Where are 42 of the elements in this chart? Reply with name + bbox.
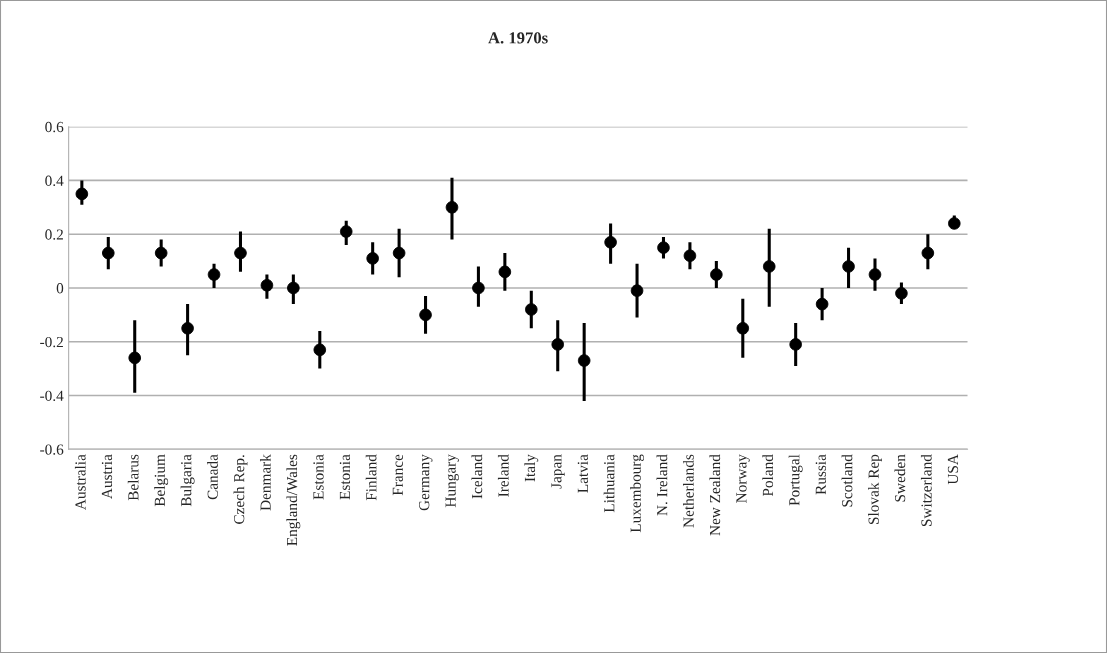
x-tick-label: Germany: [419, 454, 433, 511]
x-tick-label: England/Wales: [286, 454, 301, 546]
x-tick-label: Ireland: [497, 454, 509, 497]
x-tick-label: Hungary: [445, 454, 459, 508]
x-tick-label: Bulgaria: [180, 454, 195, 507]
x-tick-label: Poland: [762, 454, 774, 497]
x-tick-label: Norway: [736, 454, 750, 503]
x-tick-label: USA: [947, 454, 959, 485]
x-tick-label: Belgium: [154, 454, 169, 507]
x-tick-label: Russia: [815, 454, 826, 495]
x-tick-label: Scotland: [841, 454, 853, 507]
x-tick-label: Sweden: [894, 454, 906, 502]
x-tick-label: Switzerland: [920, 454, 932, 527]
x-tick-label: Estonia: [313, 454, 324, 500]
y-tick-label: 0.6: [45, 121, 64, 133]
y-tick-label: -0.6: [40, 444, 64, 455]
x-tick-label: Estonia: [339, 454, 351, 500]
x-tick-label: Italy: [524, 454, 539, 482]
x-tick-label: Australia: [74, 454, 86, 510]
x-tick-label: Luxembourg: [630, 454, 644, 533]
y-tick-label: -0.2: [40, 336, 63, 348]
x-tick-label: Iceland: [471, 454, 483, 499]
x-tick-label: Finland: [365, 454, 377, 501]
x-tick-label: Japan: [551, 454, 565, 489]
x-tick-label: France: [392, 454, 403, 496]
x-tick-label: New Zealand: [709, 454, 721, 536]
chart-title: A. 1970s: [488, 32, 548, 44]
y-tick-label: 0.2: [45, 229, 63, 240]
y-tick-label: -0.4: [40, 390, 64, 402]
x-tick-label: Czech Rep.: [233, 455, 248, 524]
x-tick-label: Canada: [207, 454, 218, 500]
x-tick-label: Netherlands: [682, 454, 694, 528]
x-tick-label: Latvia: [577, 454, 588, 493]
x-tick-label: Portugal: [788, 454, 803, 506]
x-tick-label: Austria: [101, 454, 113, 499]
x-tick-label: N. Ireland: [656, 454, 668, 516]
x-tick-label: Lithuania: [603, 454, 615, 513]
x-tick-label: Denmark: [259, 454, 271, 511]
x-tick-label: Slovak Rep: [868, 454, 882, 524]
y-tick-label: 0.4: [45, 175, 64, 186]
y-tick-label: 0: [56, 283, 64, 294]
x-tick-label: Belarus: [127, 454, 139, 501]
